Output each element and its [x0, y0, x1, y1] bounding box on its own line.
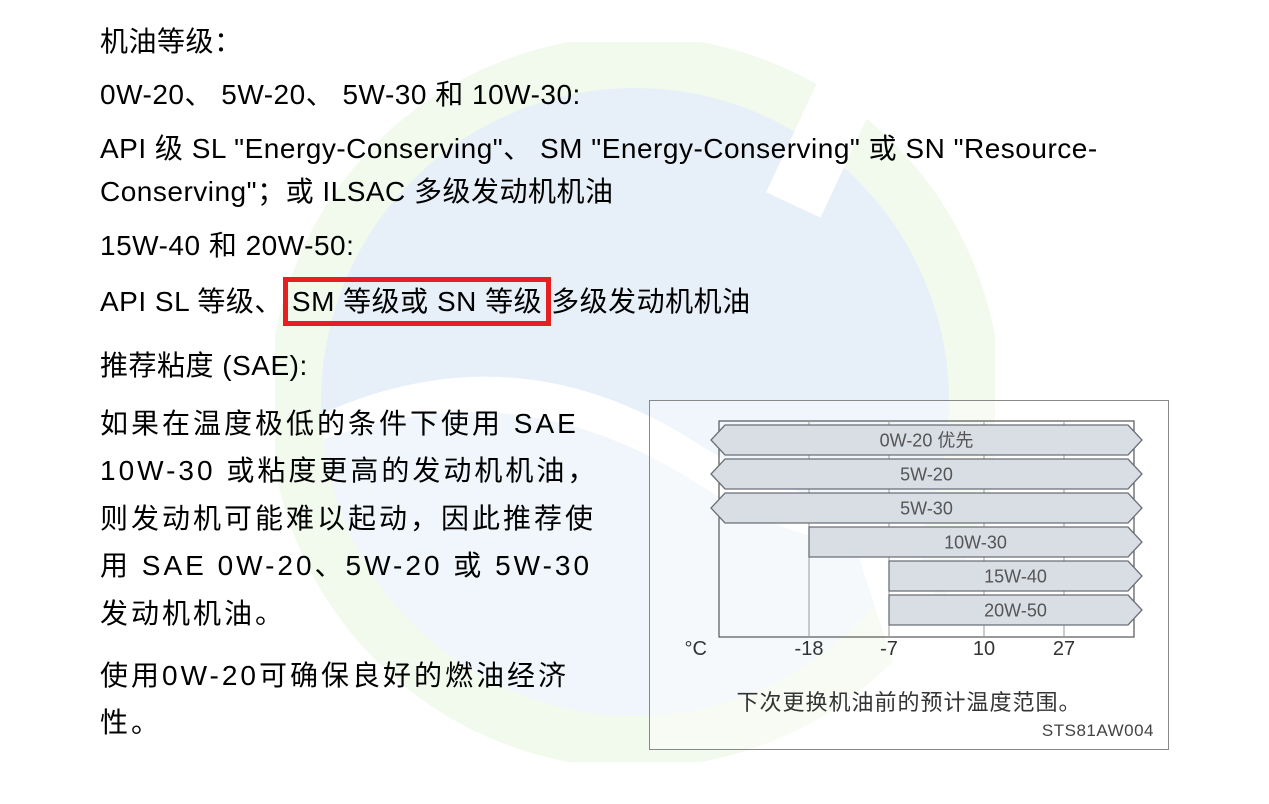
svg-text:-7: -7	[880, 638, 898, 660]
viscosity-temperature-chart: 0W-20 优先 5W-20 5W-30 10W-30 15W-40 20W-50 °C -1…	[664, 413, 1154, 673]
chart-caption: 下次更换机油前的预计温度范围。	[664, 685, 1154, 717]
grades-group-1-body: API 级 SL "Energy-Conserving"、 SM "Energy…	[100, 127, 1169, 214]
grades-group-1-header: 0W-20、 5W-20、 5W-30 和 10W-30:	[100, 73, 1169, 116]
viscosity-header: 推荐粘度 (SAE):	[100, 344, 1169, 387]
svg-text:20W-50: 20W-50	[984, 600, 1047, 620]
svg-text:10W-30: 10W-30	[944, 532, 1007, 552]
viscosity-text-block: 如果在温度极低的条件下使用 SAE 10W-30 或粘度更高的发动机机油，则发动…	[100, 400, 625, 761]
grades2-suffix: 多级发动机机油	[551, 286, 751, 317]
chart-reference-code: STS81AW004	[664, 721, 1154, 741]
viscosity-paragraph-2: 使用0W-20可确保良好的燃油经济性。	[100, 652, 625, 747]
svg-text:27: 27	[1053, 638, 1075, 660]
svg-text:°C: °C	[685, 638, 707, 660]
viscosity-paragraph-1: 如果在温度极低的条件下使用 SAE 10W-30 或粘度更高的发动机机油，则发动…	[100, 400, 625, 638]
svg-text:5W-20: 5W-20	[900, 464, 953, 484]
section-title: 机油等级：	[100, 20, 1169, 63]
document-body: 机油等级： 0W-20、 5W-20、 5W-30 和 10W-30: API …	[0, 0, 1269, 781]
svg-text:0W-20 优先: 0W-20 优先	[880, 430, 974, 450]
svg-text:-18: -18	[795, 638, 824, 660]
svg-text:5W-30: 5W-30	[900, 498, 953, 518]
svg-text:15W-40: 15W-40	[984, 566, 1047, 586]
highlight-sm-sn: SM 等级或 SN 等级	[283, 277, 551, 326]
viscosity-chart-panel: 0W-20 优先 5W-20 5W-30 10W-30 15W-40 20W-50 °C -1…	[649, 400, 1169, 750]
svg-text:10: 10	[973, 638, 995, 660]
grades-group-2-header: 15W-40 和 20W-50:	[100, 224, 1169, 267]
grades2-prefix: API SL 等级、	[100, 286, 283, 317]
grades-group-2-body: API SL 等级、SM 等级或 SN 等级多级发动机机油	[100, 277, 1169, 326]
